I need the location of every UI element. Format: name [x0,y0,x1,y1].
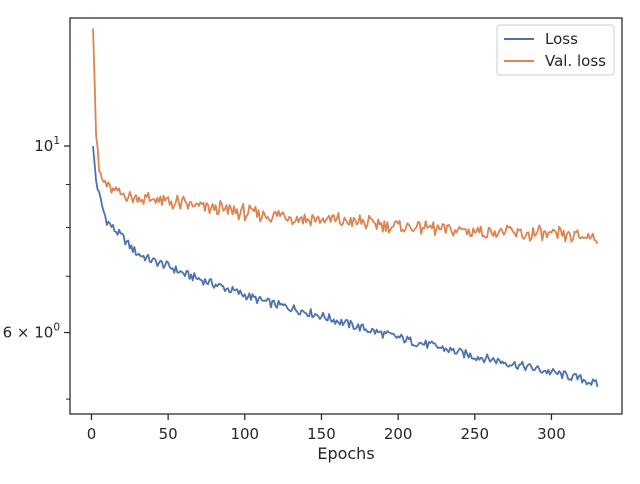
y-tick-label: 101 [34,135,60,155]
x-tick-label: 50 [159,425,178,443]
x-axis-label: Epochs [317,444,374,463]
series-lines [92,28,599,388]
x-tick-label: 300 [537,425,566,443]
x-tick-label: 100 [230,425,259,443]
y-axis: 6 × 100 101 [3,135,70,400]
series-line [92,145,599,388]
legend: Loss Val. loss [496,24,615,76]
legend-frame [496,24,615,76]
series-line [92,28,599,245]
x-tick-label: 250 [460,425,489,443]
legend-label: Val. loss [545,52,606,70]
y-tick-label: 6 × 100 [3,322,60,342]
plot-area [69,17,623,415]
x-tick-label: 0 [87,425,97,443]
x-tick-label: 200 [384,425,413,443]
x-tick-label: 150 [307,425,336,443]
legend-label: Loss [545,30,578,48]
x-axis: 0 50 100 150 200 250 300 [87,414,566,443]
